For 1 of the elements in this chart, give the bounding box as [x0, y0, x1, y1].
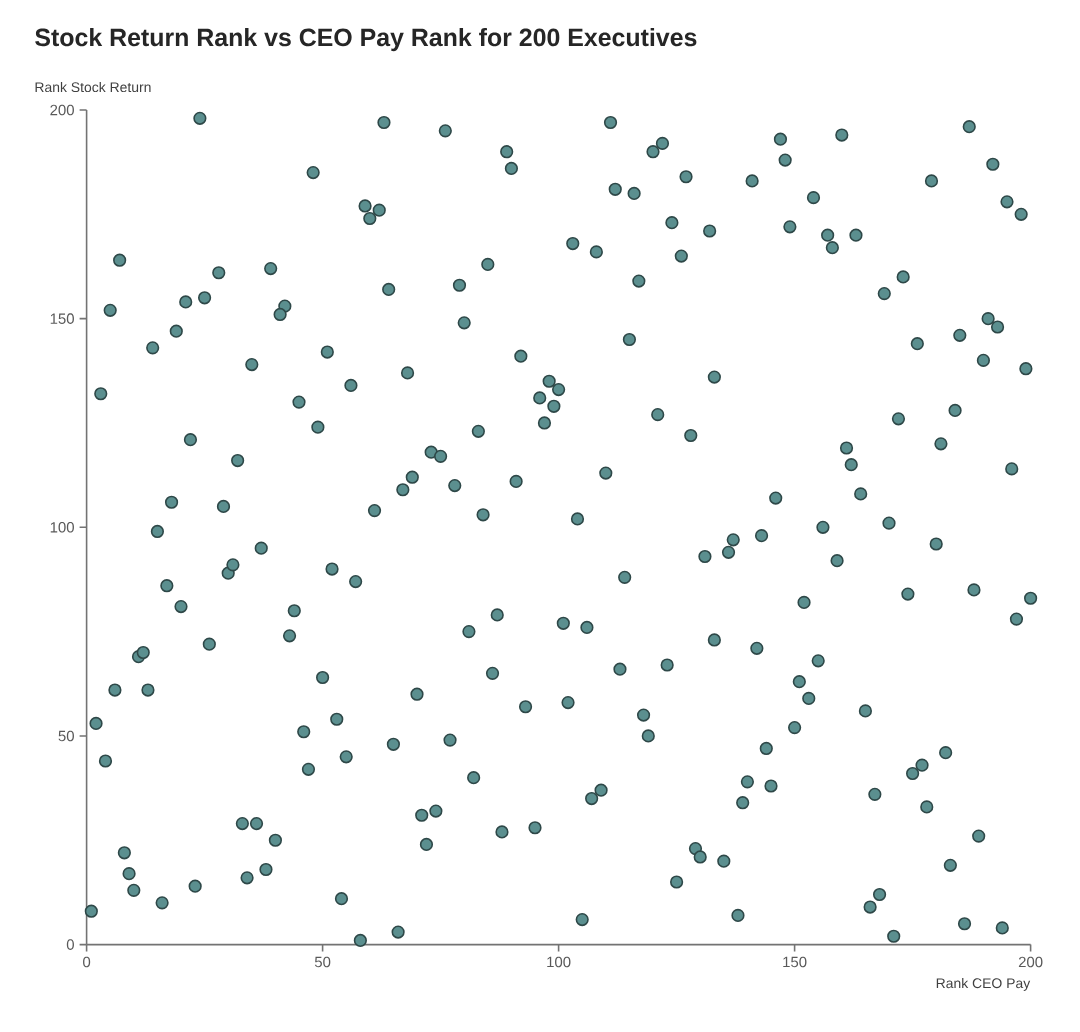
chart-title: Stock Return Rank vs CEO Pay Rank for 200 Executives	[35, 27, 697, 52]
